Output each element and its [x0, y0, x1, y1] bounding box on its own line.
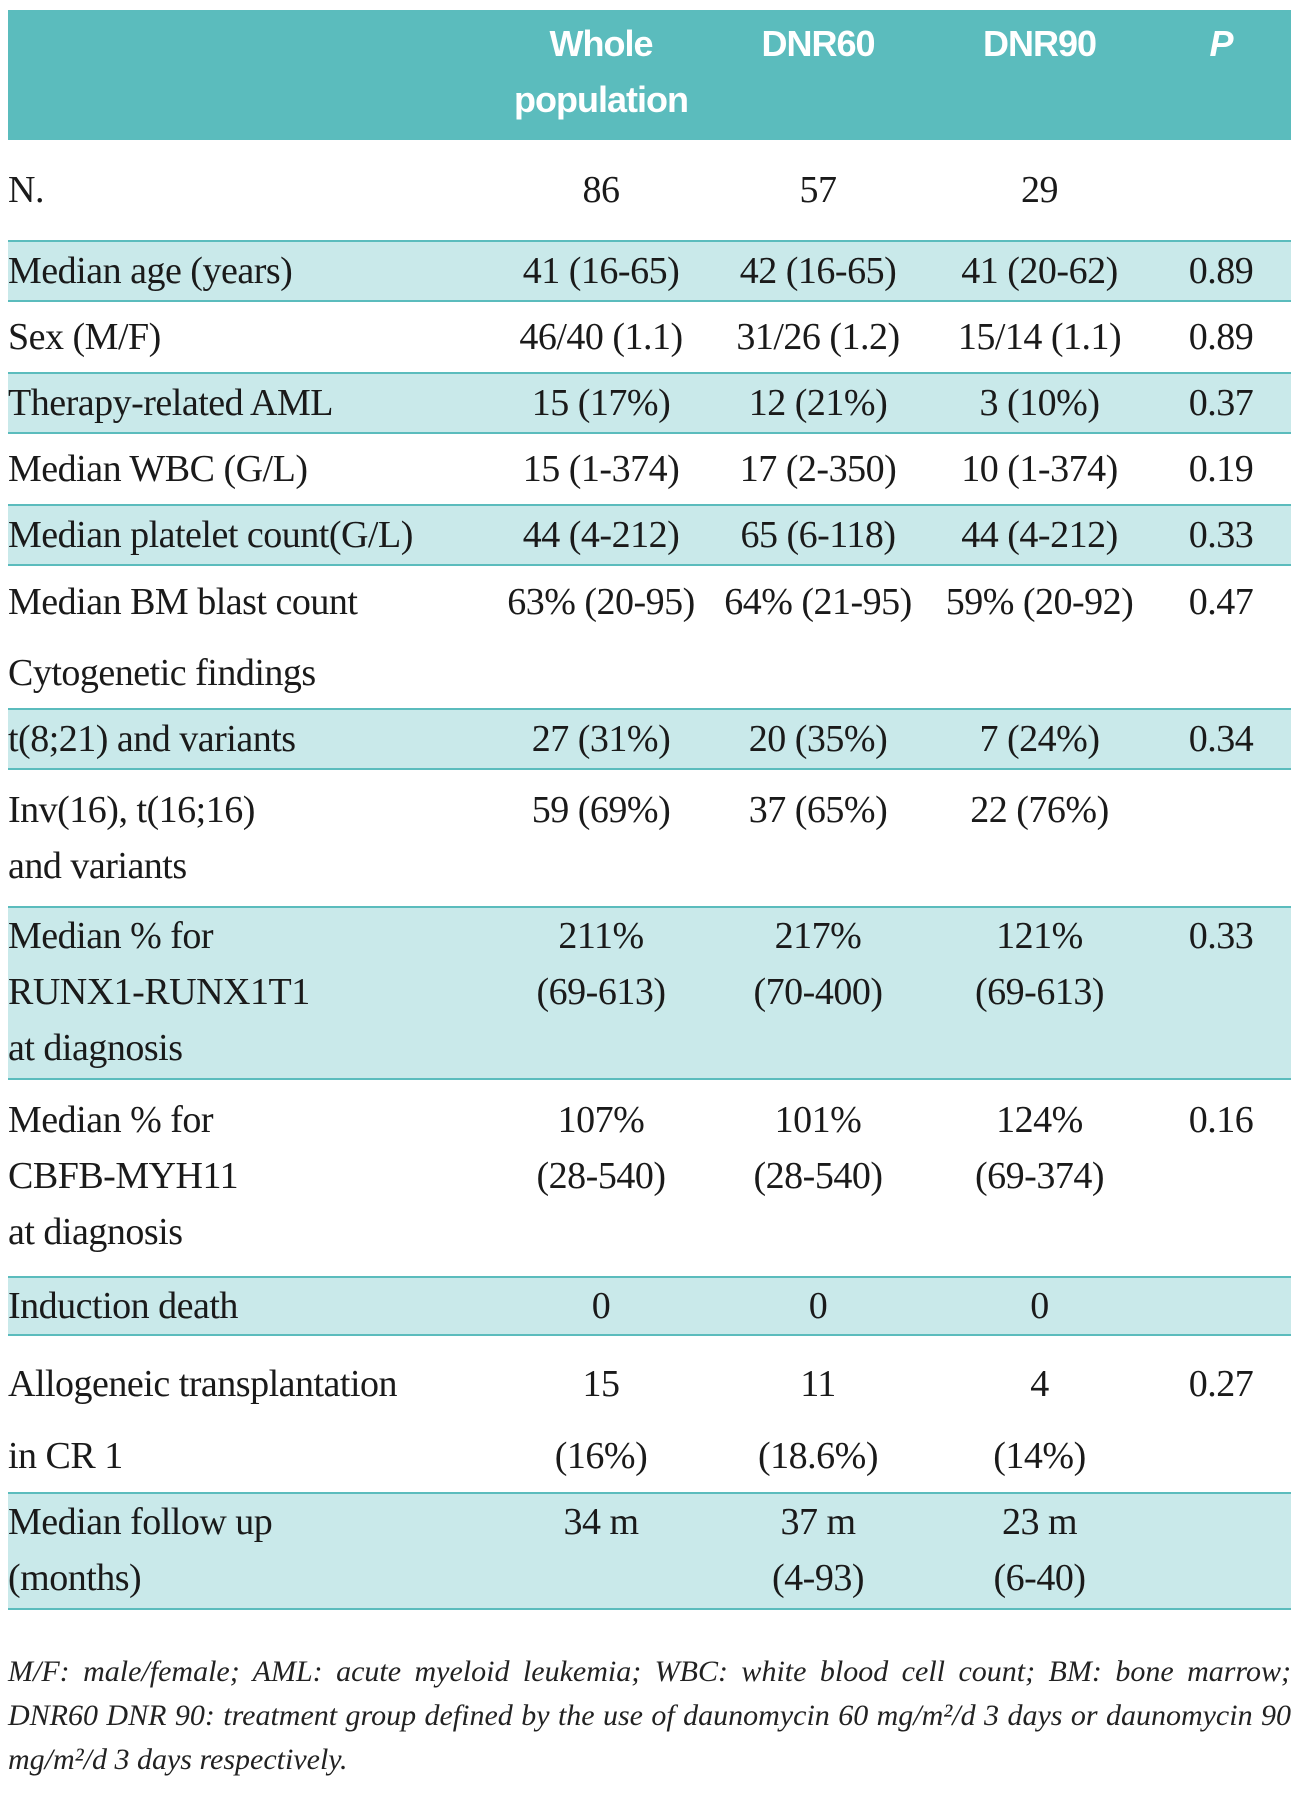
row: Median % for CBFB-MYH11 at diagnosis 107… — [8, 1079, 1291, 1277]
row-label: Median platelet count(G/L) — [8, 504, 494, 566]
cell: 86 — [582, 169, 621, 211]
cell: 65 (6-118) — [708, 504, 928, 566]
row: Inv(16), t(16;16) and variants 59 (69%) … — [8, 769, 1291, 907]
header-row: Whole population DNR60 DNR90 P — [8, 10, 1291, 140]
cell: 59 (69%) — [531, 789, 671, 831]
cell: 15 (1-374) — [522, 448, 680, 490]
row-label: Induction death — [8, 1276, 494, 1336]
row-label: Inv(16), t(16;16) and variants — [8, 789, 255, 887]
row-label: Therapy-related AML — [8, 372, 494, 434]
cell: 0 — [494, 1276, 708, 1336]
cell: 0.33 — [1151, 906, 1291, 1080]
row: Median platelet count(G/L) 44 (4-212) 65… — [8, 504, 1291, 566]
cell: 27 (31%) — [494, 708, 708, 770]
cell: 0.89 — [1151, 240, 1291, 302]
row: Allogeneic transplantation in CR 1 15 (1… — [8, 1335, 1291, 1493]
cell: 41 (20-62) — [928, 240, 1151, 302]
cell: 0.37 — [1151, 372, 1291, 434]
cell — [1151, 769, 1291, 907]
row: Sex (M/F) 46/40 (1.1) 31/26 (1.2) 15/14 … — [8, 301, 1291, 373]
cell: 7 (24%) — [928, 708, 1151, 770]
cell: 101% (28-540) — [753, 1099, 883, 1197]
cell — [1151, 140, 1291, 241]
cell: 22 (76%) — [970, 789, 1109, 831]
cell: 0.27 — [1188, 1363, 1254, 1405]
section-label: Cytogenetic findings — [8, 651, 316, 694]
row-label: t(8;21) and variants — [8, 708, 494, 770]
row: Therapy-related AML 15 (17%) 12 (21%) 3 … — [8, 372, 1291, 434]
header-cell: P — [1151, 10, 1291, 140]
row-label: Sex (M/F) — [8, 316, 161, 358]
cell: 211% (69-613) — [494, 906, 708, 1080]
cell: 11 (18.6%) — [758, 1363, 878, 1477]
row-label: Median WBC (G/L) — [8, 448, 308, 490]
cell: 0.89 — [1188, 316, 1254, 358]
cell: 23 m (6-40) — [928, 1492, 1151, 1610]
row: Median WBC (G/L) 15 (1-374) 17 (2-350) 1… — [8, 433, 1291, 505]
cell: 42 (16-65) — [708, 240, 928, 302]
cell: 3 (10%) — [928, 372, 1151, 434]
cell: 15 (16%) — [554, 1363, 648, 1477]
cell: 20 (35%) — [708, 708, 928, 770]
row: N. 86 57 29 — [8, 140, 1291, 241]
header-cell: DNR60 — [708, 10, 928, 140]
cell — [1151, 1276, 1291, 1336]
cell: 217% (70-400) — [708, 906, 928, 1080]
cell: 64% (21-95) — [724, 580, 912, 623]
row: Median age (years) 41 (16-65) 42 (16-65)… — [8, 240, 1291, 302]
table: Whole population DNR60 DNR90 P N. 86 57 … — [8, 10, 1291, 1610]
footnote: M/F: male/female; AML: acute myeloid leu… — [8, 1655, 1291, 1776]
cell: 0 — [708, 1276, 928, 1336]
row-label: Median BM blast count — [8, 580, 358, 623]
cell: 0.47 — [1188, 580, 1254, 623]
cell: 15/14 (1.1) — [957, 316, 1122, 358]
cell: 29 — [1021, 169, 1059, 211]
cell: 57 — [799, 169, 838, 211]
header-cell: DNR90 — [928, 10, 1151, 140]
cell: 34 m — [494, 1492, 708, 1610]
cell: 107% (28-540) — [536, 1099, 666, 1197]
cell: 41 (16-65) — [494, 240, 708, 302]
cell: 37 m (4-93) — [708, 1492, 928, 1610]
cell: 12 (21%) — [708, 372, 928, 434]
row: t(8;21) and variants 27 (31%) 20 (35%) 7… — [8, 708, 1291, 770]
cell: 0.16 — [1188, 1099, 1254, 1141]
row: Median follow up (months) 34 m 37 m (4-9… — [8, 1492, 1291, 1610]
row: Cytogenetic findings — [8, 637, 1291, 709]
cell: 59% (20-92) — [945, 580, 1134, 623]
cell: 15 (17%) — [494, 372, 708, 434]
row: Induction death 0 0 0 — [8, 1276, 1291, 1336]
row-label: Median follow up (months) — [8, 1492, 494, 1610]
cell: 4 (14%) — [993, 1363, 1086, 1477]
cell: 0.19 — [1188, 448, 1254, 490]
row: Median BM blast count 63% (20-95) 64% (2… — [8, 565, 1291, 637]
cell: 63% (20-95) — [507, 580, 695, 623]
cell: 0 — [928, 1276, 1151, 1336]
cell: 44 (4-212) — [494, 504, 708, 566]
cell: 0.33 — [1151, 504, 1291, 566]
row-label: Allogeneic transplantation in CR 1 — [8, 1363, 398, 1477]
cell: 0.34 — [1151, 708, 1291, 770]
row-label: Median age (years) — [8, 240, 494, 302]
cell: 37 (65%) — [748, 789, 888, 831]
header-cell: Whole population — [494, 10, 708, 140]
cell — [1151, 1492, 1291, 1610]
row-label: N. — [8, 169, 44, 211]
header-cell — [8, 10, 494, 140]
cell: 10 (1-374) — [961, 448, 1118, 490]
row-label: Median % for CBFB-MYH11 at diagnosis — [8, 1099, 239, 1253]
cell: 124% (69-374) — [975, 1099, 1104, 1197]
cell: 121% (69-613) — [928, 906, 1151, 1080]
cell: 17 (2-350) — [739, 448, 897, 490]
row: Median % for RUNX1-RUNX1T1 at diagnosis … — [8, 906, 1291, 1080]
cell: 46/40 (1.1) — [519, 316, 683, 358]
cell: 44 (4-212) — [928, 504, 1151, 566]
row-label: Median % for RUNX1-RUNX1T1 at diagnosis — [8, 906, 494, 1080]
cell: 31/26 (1.2) — [736, 316, 900, 358]
